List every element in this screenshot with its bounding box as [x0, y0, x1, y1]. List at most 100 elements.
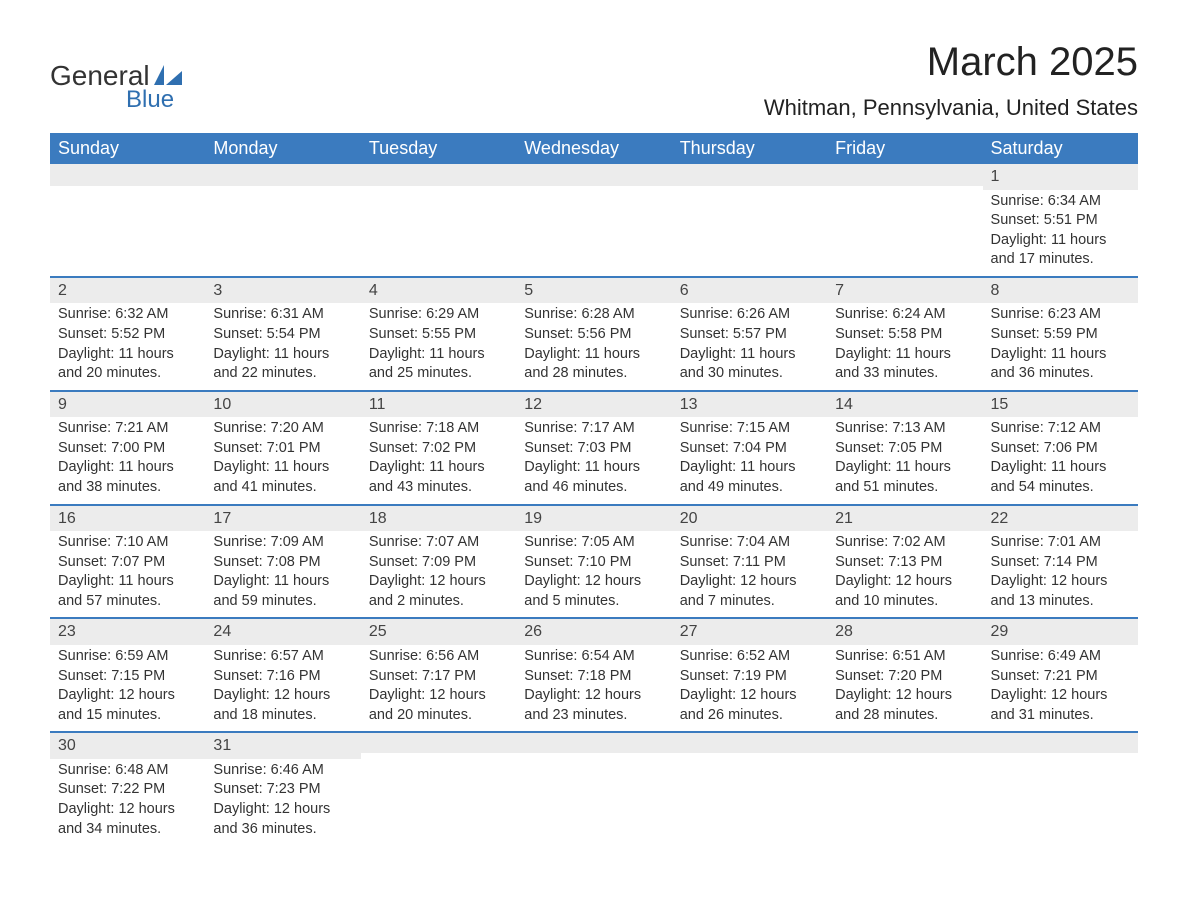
daylight-text: Daylight: 12 hours and 23 minutes. [524, 686, 663, 725]
weekday-header: Tuesday [361, 133, 516, 164]
daylight-text: Daylight: 11 hours and 49 minutes. [680, 458, 819, 497]
day-number: 5 [516, 276, 671, 304]
day-number: 19 [516, 504, 671, 532]
day-detail [672, 186, 827, 194]
sunrise-text: Sunrise: 6:51 AM [835, 647, 974, 667]
day-cell: 13Sunrise: 7:15 AMSunset: 7:04 PMDayligh… [672, 390, 827, 504]
brand-logo: General Blue [50, 40, 182, 114]
sunset-text: Sunset: 7:07 PM [58, 553, 197, 573]
day-cell [361, 731, 516, 845]
week-row: 2Sunrise: 6:32 AMSunset: 5:52 PMDaylight… [50, 276, 1138, 390]
day-number: 1 [983, 164, 1138, 190]
day-detail: Sunrise: 7:15 AMSunset: 7:04 PMDaylight:… [672, 417, 827, 503]
sunrise-text: Sunrise: 7:05 AM [524, 533, 663, 553]
day-cell: 11Sunrise: 7:18 AMSunset: 7:02 PMDayligh… [361, 390, 516, 504]
sunset-text: Sunset: 7:01 PM [213, 439, 352, 459]
day-cell [50, 164, 205, 276]
day-number: 17 [205, 504, 360, 532]
day-number: 4 [361, 276, 516, 304]
sunset-text: Sunset: 5:51 PM [991, 211, 1130, 231]
daylight-text: Daylight: 11 hours and 38 minutes. [58, 458, 197, 497]
day-number: 12 [516, 390, 671, 418]
day-number: 29 [983, 617, 1138, 645]
day-number: 21 [827, 504, 982, 532]
day-number: 23 [50, 617, 205, 645]
sunset-text: Sunset: 5:52 PM [58, 325, 197, 345]
sunset-text: Sunset: 7:17 PM [369, 667, 508, 687]
day-detail [827, 186, 982, 194]
day-cell [672, 731, 827, 845]
weekday-header: Friday [827, 133, 982, 164]
sunrise-text: Sunrise: 6:31 AM [213, 305, 352, 325]
week-row: 16Sunrise: 7:10 AMSunset: 7:07 PMDayligh… [50, 504, 1138, 618]
day-cell: 15Sunrise: 7:12 AMSunset: 7:06 PMDayligh… [983, 390, 1138, 504]
daylight-text: Daylight: 12 hours and 36 minutes. [213, 800, 352, 839]
day-detail: Sunrise: 6:49 AMSunset: 7:21 PMDaylight:… [983, 645, 1138, 731]
sunset-text: Sunset: 7:05 PM [835, 439, 974, 459]
sunrise-text: Sunrise: 6:56 AM [369, 647, 508, 667]
sunrise-text: Sunrise: 6:29 AM [369, 305, 508, 325]
day-cell: 30Sunrise: 6:48 AMSunset: 7:22 PMDayligh… [50, 731, 205, 845]
day-number [672, 731, 827, 753]
day-detail [983, 753, 1138, 761]
location-subtitle: Whitman, Pennsylvania, United States [764, 95, 1138, 121]
day-cell: 19Sunrise: 7:05 AMSunset: 7:10 PMDayligh… [516, 504, 671, 618]
week-row: 30Sunrise: 6:48 AMSunset: 7:22 PMDayligh… [50, 731, 1138, 845]
day-cell: 26Sunrise: 6:54 AMSunset: 7:18 PMDayligh… [516, 617, 671, 731]
day-detail: Sunrise: 7:18 AMSunset: 7:02 PMDaylight:… [361, 417, 516, 503]
day-detail: Sunrise: 6:46 AMSunset: 7:23 PMDaylight:… [205, 759, 360, 845]
day-detail: Sunrise: 6:24 AMSunset: 5:58 PMDaylight:… [827, 303, 982, 389]
sunset-text: Sunset: 7:11 PM [680, 553, 819, 573]
day-number: 24 [205, 617, 360, 645]
day-detail [516, 753, 671, 761]
day-cell [672, 164, 827, 276]
daylight-text: Daylight: 12 hours and 15 minutes. [58, 686, 197, 725]
day-cell: 20Sunrise: 7:04 AMSunset: 7:11 PMDayligh… [672, 504, 827, 618]
day-number: 28 [827, 617, 982, 645]
daylight-text: Daylight: 11 hours and 25 minutes. [369, 345, 508, 384]
day-cell: 6Sunrise: 6:26 AMSunset: 5:57 PMDaylight… [672, 276, 827, 390]
day-number: 16 [50, 504, 205, 532]
day-cell: 28Sunrise: 6:51 AMSunset: 7:20 PMDayligh… [827, 617, 982, 731]
title-block: March 2025 Whitman, Pennsylvania, United… [764, 40, 1138, 121]
daylight-text: Daylight: 12 hours and 7 minutes. [680, 572, 819, 611]
day-cell [827, 164, 982, 276]
day-cell: 29Sunrise: 6:49 AMSunset: 7:21 PMDayligh… [983, 617, 1138, 731]
daylight-text: Daylight: 12 hours and 13 minutes. [991, 572, 1130, 611]
sunset-text: Sunset: 5:58 PM [835, 325, 974, 345]
calendar-table: Sunday Monday Tuesday Wednesday Thursday… [50, 133, 1138, 845]
week-row: 1Sunrise: 6:34 AMSunset: 5:51 PMDaylight… [50, 164, 1138, 276]
daylight-text: Daylight: 12 hours and 26 minutes. [680, 686, 819, 725]
sunrise-text: Sunrise: 7:21 AM [58, 419, 197, 439]
day-cell [516, 731, 671, 845]
day-detail [672, 753, 827, 761]
day-detail: Sunrise: 6:52 AMSunset: 7:19 PMDaylight:… [672, 645, 827, 731]
sunset-text: Sunset: 7:15 PM [58, 667, 197, 687]
weekday-header: Thursday [672, 133, 827, 164]
sunset-text: Sunset: 5:56 PM [524, 325, 663, 345]
day-number [516, 731, 671, 753]
day-number: 15 [983, 390, 1138, 418]
day-detail: Sunrise: 7:17 AMSunset: 7:03 PMDaylight:… [516, 417, 671, 503]
sunrise-text: Sunrise: 6:49 AM [991, 647, 1130, 667]
sunset-text: Sunset: 7:20 PM [835, 667, 974, 687]
day-number: 9 [50, 390, 205, 418]
day-number: 30 [50, 731, 205, 759]
brand-word-2: Blue [126, 86, 174, 114]
day-cell: 16Sunrise: 7:10 AMSunset: 7:07 PMDayligh… [50, 504, 205, 618]
day-detail: Sunrise: 6:26 AMSunset: 5:57 PMDaylight:… [672, 303, 827, 389]
sunrise-text: Sunrise: 6:24 AM [835, 305, 974, 325]
day-number: 18 [361, 504, 516, 532]
day-detail: Sunrise: 6:56 AMSunset: 7:17 PMDaylight:… [361, 645, 516, 731]
sunset-text: Sunset: 7:14 PM [991, 553, 1130, 573]
day-cell: 9Sunrise: 7:21 AMSunset: 7:00 PMDaylight… [50, 390, 205, 504]
day-number: 20 [672, 504, 827, 532]
day-detail: Sunrise: 7:13 AMSunset: 7:05 PMDaylight:… [827, 417, 982, 503]
flag-icon [154, 65, 182, 85]
sunrise-text: Sunrise: 7:04 AM [680, 533, 819, 553]
day-cell: 1Sunrise: 6:34 AMSunset: 5:51 PMDaylight… [983, 164, 1138, 276]
sunset-text: Sunset: 7:00 PM [58, 439, 197, 459]
sunset-text: Sunset: 7:06 PM [991, 439, 1130, 459]
day-number [361, 731, 516, 753]
sunrise-text: Sunrise: 7:01 AM [991, 533, 1130, 553]
